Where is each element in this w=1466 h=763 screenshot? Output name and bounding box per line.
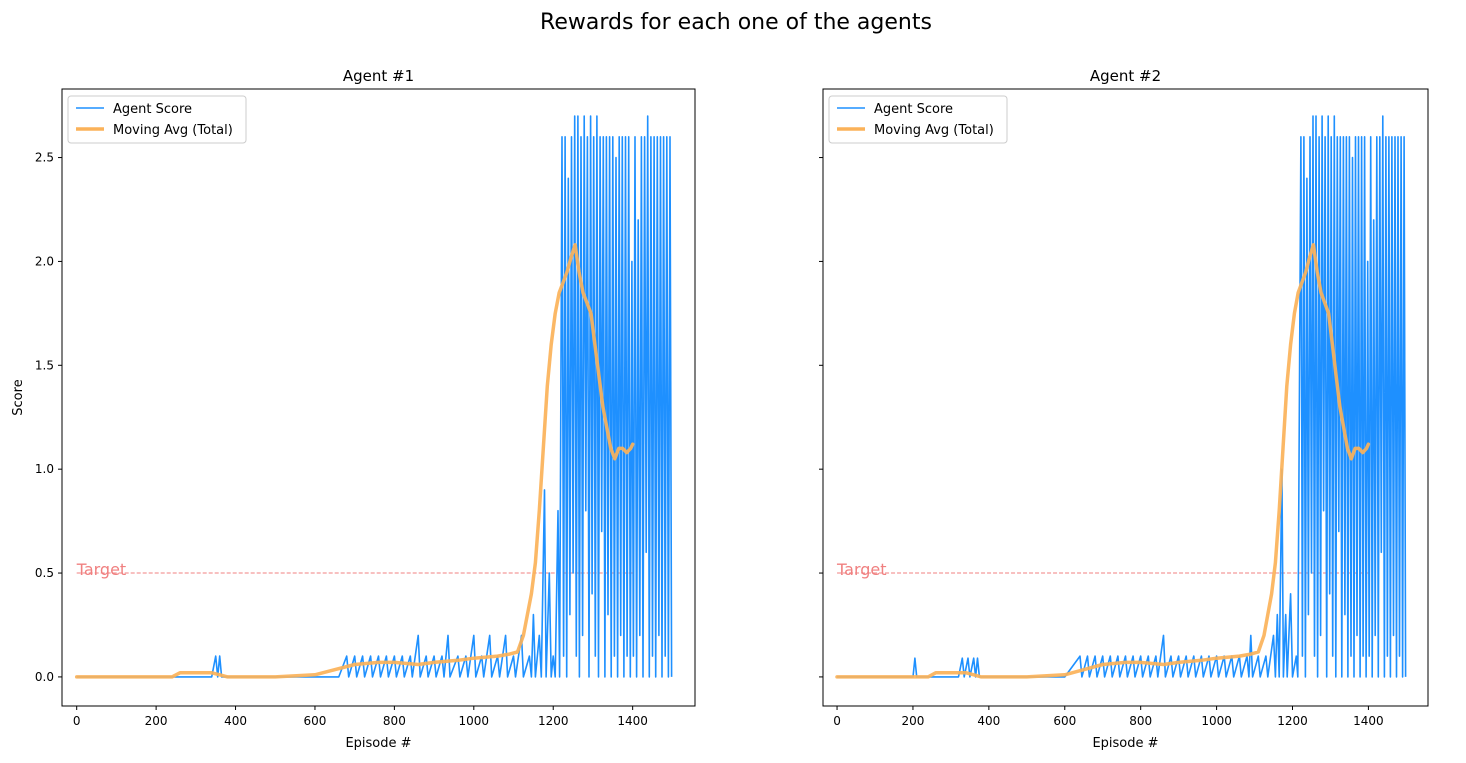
x-tick-label: 1000 [459,714,490,728]
x-tick-label: 800 [383,714,406,728]
charts-layer: Target 0 200 400 600 800 1000 1200 1400 0.0 0.5 1.0… [11,67,1429,751]
x-tick-label: 0 [73,714,81,728]
y-tick-label: 1.5 [35,358,54,372]
panel-title: Agent #2 [1090,67,1161,85]
x-tick-label: 200 [901,714,924,728]
x-tick-label: 1400 [1353,714,1384,728]
x-tick-label: 800 [1129,714,1152,728]
legend-label-agent-score: Agent Score [113,102,192,117]
x-tick-label: 400 [224,714,247,728]
panel-title: Agent #1 [343,67,414,85]
x-tick-label: 400 [977,714,1000,728]
y-tick-label: 0.0 [35,670,54,684]
x-tick-label: 0 [833,714,841,728]
x-tick-label: 1400 [617,714,648,728]
x-tick-label: 1200 [1277,714,1308,728]
y-tick-label: 2.5 [35,151,54,165]
figure-title: Rewards for each one of the agents [540,10,932,35]
target-label: Target [76,560,127,579]
y-tick-label: 2.0 [35,254,54,268]
moving-avg-line [74,243,635,679]
axes-frame [61,88,696,707]
x-tick-label: 200 [145,714,168,728]
x-tick-label: 1200 [538,714,569,728]
legend-label-agent-score: Agent Score [874,102,953,117]
chart-panel-1: Target 0 200 400 600 800 1000 1200 1400 0.0 0.5 1.0… [11,67,696,751]
legend-box [67,95,247,144]
axes-frame [822,88,1429,707]
y-tick-label: 0.5 [35,566,54,580]
legend-label-moving-avg: Moving Avg (Total) [874,123,994,138]
legend-label-moving-avg: Moving Avg (Total) [113,123,233,138]
x-axis-label: Episode # [1092,736,1158,751]
legend-box [828,95,1008,144]
y-tick-label: 1.0 [35,462,54,476]
chart-panel-2: Target 0 200 400 600 800 1000 1200 1400 Agent #2 E… [819,67,1429,751]
agent-score-line [837,115,1407,678]
x-tick-label: 600 [304,714,327,728]
x-tick-label: 600 [1053,714,1076,728]
target-label: Target [836,560,887,579]
moving-avg-line [835,243,1371,679]
x-tick-label: 1000 [1201,714,1232,728]
y-axis-label: Score [11,379,26,415]
x-axis-label: Episode # [345,736,411,751]
